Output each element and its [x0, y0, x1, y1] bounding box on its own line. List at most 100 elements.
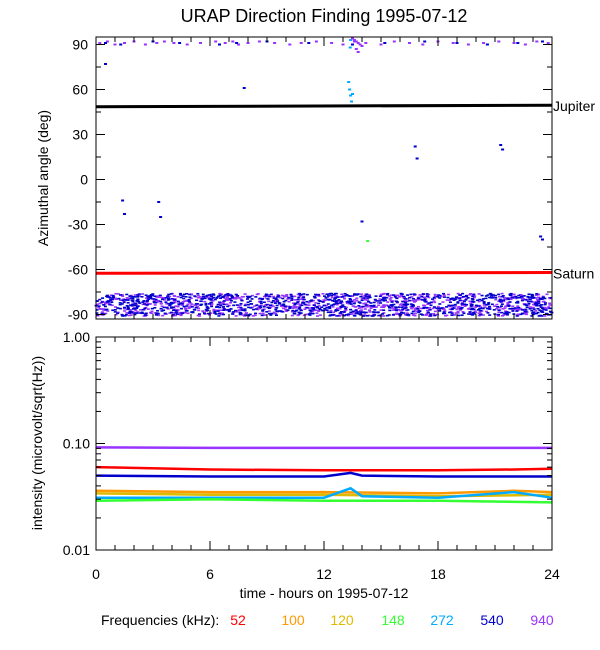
direction-point-940 [342, 295, 346, 298]
direction-point-940 [537, 296, 541, 299]
direction-point-940 [189, 293, 193, 296]
direction-point-540 [408, 299, 412, 302]
direction-point-540 [410, 305, 414, 307]
direction-point [231, 40, 235, 43]
direction-point-540 [467, 313, 471, 315]
direction-point-940 [209, 293, 213, 296]
intensity-y-tick-label: 0.01 [63, 542, 90, 558]
direction-point-540 [539, 306, 543, 309]
direction-point-940 [259, 304, 263, 307]
direction-point-940 [230, 297, 234, 300]
chart-title: URAP Direction Finding 1995-07-12 [181, 6, 468, 26]
direction-point-940 [398, 309, 402, 312]
direction-point-540 [523, 303, 527, 306]
direction-point-940 [224, 294, 228, 297]
direction-point-940 [318, 314, 322, 316]
direction-point-940 [155, 299, 159, 302]
direction-point-940 [262, 308, 266, 311]
direction-point-940 [203, 300, 207, 303]
direction-point-940 [224, 297, 228, 300]
direction-point-940 [292, 305, 296, 308]
direction-point-540 [322, 304, 326, 307]
direction-point-940 [479, 306, 483, 308]
direction-point-940 [416, 305, 420, 308]
direction-point-940 [468, 307, 472, 309]
direction-point-540 [336, 302, 340, 305]
direction-point [121, 199, 125, 202]
legend-label: Frequencies (kHz): [101, 612, 219, 628]
direction-point-540 [540, 304, 544, 306]
direction-point-940 [311, 299, 315, 302]
direction-point-540 [457, 314, 461, 317]
direction-point-940 [439, 295, 443, 298]
direction-point-540 [520, 299, 524, 302]
direction-point-540 [382, 309, 386, 311]
direction-point [546, 42, 550, 44]
direction-point-540 [360, 299, 364, 302]
direction-point [383, 42, 387, 44]
direction-point-540 [539, 310, 543, 313]
direction-point-940 [433, 310, 437, 313]
direction-point-540 [543, 303, 547, 306]
direction-point-540 [460, 303, 464, 305]
direction-point-940 [518, 293, 522, 296]
direction-point-940 [406, 298, 410, 300]
direction-point-540 [497, 293, 501, 296]
direction-point-940 [403, 300, 407, 302]
direction-point-540 [208, 294, 212, 296]
direction-point-540 [519, 313, 523, 316]
direction-point-540 [131, 299, 135, 302]
direction-point-540 [507, 311, 511, 314]
direction-point-540 [409, 293, 413, 296]
direction-point-940 [401, 305, 405, 307]
direction-point-940 [206, 296, 210, 299]
direction-point-940 [209, 304, 213, 306]
direction-point-940 [163, 299, 167, 301]
direction-point-940 [228, 298, 232, 301]
direction-point-540 [149, 294, 153, 297]
direction-point-540 [395, 301, 399, 303]
direction-point-940 [534, 294, 538, 297]
direction-point-940 [97, 306, 101, 309]
direction-point-540 [298, 292, 302, 295]
direction-point-940 [120, 293, 124, 296]
direction-point-940 [498, 295, 502, 298]
direction-point-540 [429, 313, 433, 315]
direction-point-540 [348, 301, 352, 304]
direction-point-540 [218, 301, 222, 304]
direction-point-540 [148, 295, 152, 298]
direction-point-540 [142, 300, 146, 302]
direction-point-540 [216, 305, 220, 308]
direction-y-tick-label: 90 [72, 37, 88, 53]
direction-point-940 [106, 310, 110, 312]
direction-point-940 [363, 299, 367, 301]
direction-point-940 [127, 314, 131, 317]
direction-point-940 [145, 301, 149, 304]
direction-point-540 [305, 306, 309, 309]
direction-point [349, 39, 353, 41]
direction-point-940 [415, 310, 419, 313]
direction-point-540 [365, 314, 369, 317]
direction-point [358, 43, 362, 46]
direction-point-940 [114, 313, 118, 316]
direction-point-940 [175, 308, 179, 311]
direction-point-940 [227, 304, 231, 307]
direction-point-540 [176, 300, 180, 303]
direction-point-540 [482, 302, 486, 305]
direction-point-540 [269, 293, 273, 296]
direction-point-940 [376, 302, 380, 304]
direction-point-940 [343, 310, 347, 312]
direction-point-540 [233, 301, 237, 303]
direction-point [413, 145, 417, 148]
direction-point-940 [379, 293, 383, 296]
direction-point-540 [131, 308, 135, 310]
direction-y-tick-label: -60 [68, 262, 88, 278]
direction-point [299, 42, 303, 44]
direction-point-540 [258, 305, 262, 307]
direction-point-540 [451, 297, 455, 300]
direction-point [288, 43, 292, 46]
direction-point-940 [531, 306, 535, 309]
direction-point-540 [230, 294, 234, 297]
direction-point-540 [231, 313, 235, 315]
direction-point-940 [447, 293, 451, 296]
